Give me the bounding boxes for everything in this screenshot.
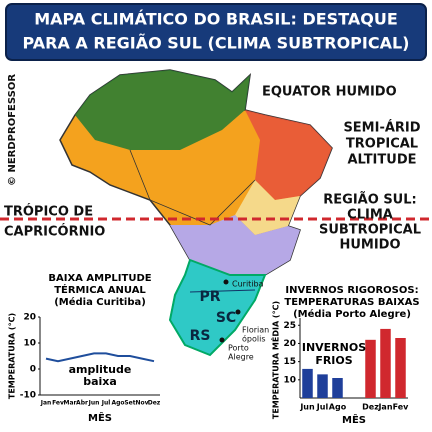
x-tick-label: Jun bbox=[299, 403, 315, 412]
y-axis-label: TEMPERATURA (°C) bbox=[8, 313, 17, 399]
city-label: Florian bbox=[242, 326, 269, 335]
title-box bbox=[5, 3, 427, 61]
x-tick-label: Jan bbox=[40, 400, 52, 407]
city-label: Curitiba bbox=[232, 280, 264, 289]
x-tick-label: Fev bbox=[52, 400, 64, 407]
zone-label: SEMI-ÁRID bbox=[343, 120, 420, 136]
city-label: Alegre bbox=[228, 353, 254, 362]
annotation: INVERNOS bbox=[302, 341, 366, 354]
x-tick-label: Jun bbox=[88, 400, 100, 407]
y-tick-label: 20 bbox=[283, 339, 296, 349]
x-tick-label: Jul bbox=[101, 400, 111, 407]
bar bbox=[380, 328, 391, 398]
city-label: ópolis bbox=[242, 334, 265, 344]
city-label: Porto bbox=[228, 344, 249, 353]
border bbox=[129, 149, 256, 226]
zone-altitude bbox=[170, 215, 300, 275]
zone-semiarid bbox=[245, 110, 332, 200]
x-tick-label: Jan bbox=[377, 403, 392, 412]
tropic-label: CAPRICÓRNIO bbox=[4, 224, 105, 240]
y-axis-label: TEMPERATURA MÉDIA (°C) bbox=[270, 301, 281, 419]
border bbox=[189, 289, 256, 293]
annotation: (Média Porto Alegre) bbox=[293, 308, 411, 320]
bar bbox=[365, 339, 376, 398]
x-tick-label: Nov bbox=[135, 400, 148, 407]
zone-tropical bbox=[235, 180, 300, 235]
state-label: RS bbox=[190, 328, 211, 344]
y-tick-label: 15 bbox=[283, 357, 296, 367]
title: PARA A REGIÃO SUL (CLIMA SUBTROPICAL) bbox=[23, 34, 410, 53]
state-label: SC bbox=[216, 310, 236, 326]
city-dot bbox=[223, 279, 229, 285]
bar bbox=[395, 338, 406, 398]
y-tick-label: 10 bbox=[283, 375, 296, 385]
zone-label: HUMIDO bbox=[339, 238, 400, 253]
annotation: baixa bbox=[83, 375, 117, 388]
y-tick-label: -10 bbox=[20, 391, 36, 401]
x-tick-label: Ago bbox=[329, 403, 347, 412]
annotation: TÉRMICA ANUAL bbox=[54, 283, 146, 296]
annotation: TEMPERATURAS BAIXAS bbox=[284, 297, 419, 308]
x-tick-label: Jul bbox=[316, 403, 329, 412]
annotation: BAIXA AMPLITUDE bbox=[48, 273, 151, 284]
zone-label: CLIMA bbox=[347, 208, 393, 223]
bar bbox=[302, 368, 313, 398]
y-tick-label: 20 bbox=[23, 313, 36, 323]
annotation: amplitude bbox=[69, 363, 132, 376]
x-tick-label: Fev bbox=[393, 403, 410, 412]
x-tick-label: Ago bbox=[111, 400, 124, 407]
watermark: © NERDPROFESSOR bbox=[7, 74, 18, 186]
line bbox=[45, 352, 155, 363]
tropic-label: TRÓPICO DE bbox=[4, 204, 93, 220]
x-axis-label: MÊS bbox=[88, 411, 112, 424]
map bbox=[0, 69, 432, 357]
x-tick-label: Dez bbox=[362, 403, 379, 412]
x-tick-label: Mar bbox=[64, 400, 77, 407]
zone-label: ALTITUDE bbox=[348, 153, 417, 168]
annotation: (Média Curitiba) bbox=[54, 296, 146, 308]
title: MAPA CLIMÁTICO DO BRASIL: DESTAQUE bbox=[34, 10, 398, 29]
y-tick-label: 25 bbox=[283, 321, 296, 331]
zone-label: REGIÃO SUL: bbox=[323, 192, 416, 208]
x-tick-label: Abr bbox=[76, 400, 88, 407]
x-tick-label: Set bbox=[124, 400, 135, 407]
city-dot bbox=[219, 337, 225, 343]
bar bbox=[317, 374, 328, 398]
y-tick-label: 0 bbox=[30, 365, 36, 375]
state-label: PR bbox=[199, 289, 220, 305]
city-dot bbox=[235, 309, 241, 315]
zone-south bbox=[168, 258, 267, 357]
zone-label: TROPICAL bbox=[346, 137, 418, 152]
x-tick-label: Dez bbox=[148, 400, 161, 407]
zone-label: EQUATOR HUMIDO bbox=[262, 85, 397, 100]
annotation: INVERNOS RIGOROSOS: bbox=[285, 285, 418, 296]
y-tick-label: 10 bbox=[23, 339, 36, 349]
zone-equatorial bbox=[75, 70, 250, 150]
bar bbox=[332, 378, 343, 398]
annotation: FRIOS bbox=[315, 354, 352, 367]
zone-label: SUBTROPICAL bbox=[319, 223, 421, 238]
x-axis-label: MÊS bbox=[342, 413, 366, 426]
